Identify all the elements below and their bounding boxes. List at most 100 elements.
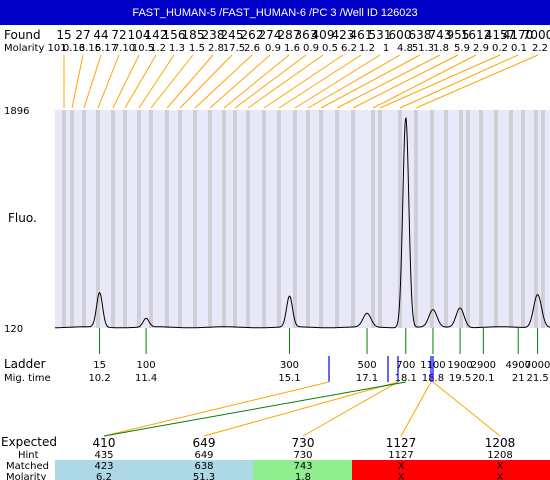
found-connector [399, 54, 519, 109]
ladder-size-label: 7000 [525, 360, 550, 371]
found-molarity-label: 1.2 [359, 43, 375, 54]
found-molarity-label: 2.9 [473, 43, 489, 54]
found-size-label: 363 [295, 28, 318, 42]
found-connector [124, 54, 157, 109]
peak-band [521, 110, 525, 328]
matched-value: X [398, 461, 405, 472]
found-size-label: 955 [447, 28, 470, 42]
ladder-time-label: 21.5 [526, 373, 548, 384]
found-size-label: 531 [369, 28, 392, 42]
found-size-label: 44 [93, 28, 108, 42]
found-connector [150, 54, 194, 109]
found-size-label: 142 [145, 28, 168, 42]
expected-value: 649 [193, 436, 216, 450]
ladder-size-label: 2900 [471, 360, 496, 371]
found-connector [263, 54, 344, 109]
fluorescence-trace [55, 116, 550, 329]
ladder-size-label: 1900 [447, 360, 472, 371]
ladder-markers: 1510.210011.430015.150017.170018.1110018… [88, 328, 550, 384]
peak-band [123, 110, 127, 328]
found-molarity-label: 1.6 [284, 43, 300, 54]
peak-band [494, 110, 498, 328]
ladder-time-label: 17.1 [356, 373, 378, 384]
ladder-size-label: 700 [396, 360, 415, 371]
y-tick-bottom: 120 [4, 324, 23, 335]
expected-value: 1127 [386, 436, 417, 450]
peak-band [466, 110, 470, 328]
hint-value: 649 [194, 450, 213, 461]
chart-title-bar: FAST_HUMAN-5 /FAST_HUMAN-6 /PC 3 /Well I… [0, 0, 550, 25]
molarity-label: Molarity [4, 43, 44, 54]
ladder-time-label: 21 [512, 373, 525, 384]
matched-value: 423 [94, 461, 113, 472]
found-connector [112, 54, 140, 109]
peak-band [82, 110, 86, 328]
matched-cell [451, 460, 550, 480]
found-size-label: 638 [409, 28, 432, 42]
found-size-label: 7000 [523, 28, 550, 42]
peak-band [430, 110, 434, 328]
expected-connector [432, 381, 501, 437]
peak-band [165, 110, 169, 328]
found-size-label: 262 [241, 28, 264, 42]
expected-connector-lines [103, 381, 501, 437]
peak-band [414, 110, 418, 328]
found-size-label: 461 [350, 28, 373, 42]
peak-band [319, 110, 323, 328]
found-molarity-label: 0.1 [511, 43, 527, 54]
found-molarity-label: 5.17 [95, 43, 117, 54]
found-connector [247, 54, 324, 109]
found-connector [138, 54, 175, 109]
ladder-size-label: 300 [280, 360, 299, 371]
found-size-label: 15 [56, 28, 71, 42]
expected-label: Expected [1, 435, 57, 449]
found-size-label: 104 [128, 28, 151, 42]
ladder-time-label: 10.2 [88, 373, 110, 384]
peak-band [137, 110, 141, 328]
ladder-label: Ladder [4, 357, 46, 371]
expected-value: 1208 [485, 436, 516, 450]
expected-connector [400, 381, 432, 437]
peak-band [233, 110, 237, 328]
found-connector [234, 54, 307, 109]
found-molarity-label: 1 [383, 43, 389, 54]
ladder-time-label: 20.1 [472, 373, 494, 384]
molarity-value: X [398, 472, 405, 480]
found-connector [352, 54, 459, 109]
ladder-time-label: 19.5 [449, 373, 471, 384]
peak-band [371, 110, 375, 328]
found-connector [320, 54, 421, 109]
peak-band [534, 110, 538, 328]
found-size-label: 156 [163, 28, 186, 42]
matched-cell [352, 460, 451, 480]
found-connector [372, 54, 477, 109]
peak-band [96, 110, 100, 328]
found-connector-lines [63, 54, 539, 109]
peak-band [378, 110, 382, 328]
found-size-label: 287 [278, 28, 301, 42]
peak-band [193, 110, 197, 328]
peak-band [111, 110, 115, 328]
found-size-label: 4170 [503, 28, 534, 42]
hint-value: 1127 [388, 450, 413, 461]
found-molarity-label: 17.5 [223, 43, 245, 54]
found-molarity-label: 1.2 [150, 43, 166, 54]
peak-bands [62, 110, 545, 328]
found-connector [307, 54, 401, 109]
fluo-label: Fluo. [8, 211, 37, 225]
matched-value: X [497, 461, 504, 472]
found-molarity-label: 1.8 [433, 43, 449, 54]
found-connector [194, 54, 253, 109]
found-molarity-label: 7.10 [113, 43, 135, 54]
found-molarity-label: 2.2 [532, 43, 548, 54]
peak-band [444, 110, 448, 328]
hint-label: Hint [18, 450, 39, 461]
found-connector [294, 54, 381, 109]
found-size-label: 185 [182, 28, 205, 42]
peak-band [335, 110, 339, 328]
molarity-value: 51.3 [193, 472, 215, 480]
found-connector [71, 54, 84, 109]
found-connector [379, 54, 501, 109]
